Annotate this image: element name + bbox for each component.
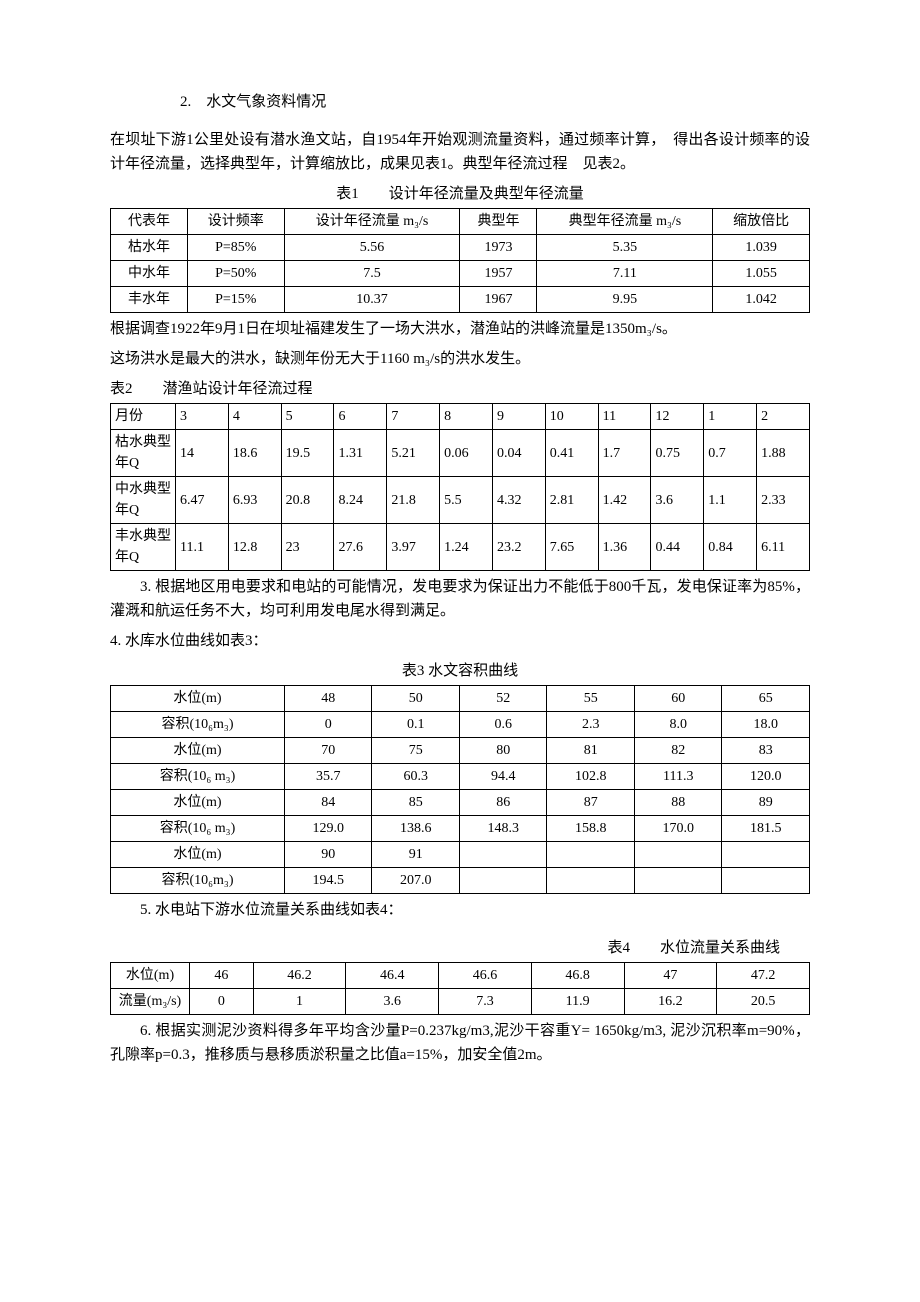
paragraph-3: 3. 根据地区用电要求和电站的可能情况，发电要求为保证出力不能低于800千瓦，发…	[110, 575, 810, 623]
t1-h3: 典型年	[460, 209, 537, 235]
table2-header-row: 月份 345678910111212	[111, 404, 810, 430]
paragraph-5: 5. 水电站下游水位流量关系曲线如表4：	[110, 898, 810, 922]
table1-caption: 表1 设计年径流量及典型年径流量	[110, 182, 810, 206]
t1-h1: 设计频率	[188, 209, 285, 235]
paragraph-2b: 这场洪水是最大的洪水，缺测年份无大于1160 m₃/s的洪水发生。	[110, 347, 810, 371]
table-1: 代表年 设计频率 设计年径流量 m₃/s 典型年 典型年径流量 m₃/s 缩放倍…	[110, 208, 810, 313]
table-2: 月份 345678910111212 枯水典型年Q1418.619.51.315…	[110, 403, 810, 571]
table-row: 容积(10₆ m₃)35.760.394.4102.8111.3120.0	[111, 764, 810, 790]
table-4: 水位(m)4646.246.446.646.84747.2 流量(m₃/s)01…	[110, 962, 810, 1015]
table-row: 容积(10₆m₃)00.10.62.38.018.0	[111, 712, 810, 738]
section-2-title: 2. 水文气象资料情况	[180, 90, 810, 114]
table-3: 水位(m)485052556065 容积(10₆m₃)00.10.62.38.0…	[110, 685, 810, 894]
table-row: 水位(m)9091	[111, 842, 810, 868]
paragraph-1: 在坝址下游1公里处设有潜水渔文站，自1954年开始观测流量资料，通过频率计算， …	[110, 128, 810, 176]
paragraph-4: 4. 水库水位曲线如表3：	[110, 629, 810, 653]
paragraph-2a: 根据调查1922年9月1日在坝址福建发生了一场大洪水，潜渔站的洪峰流量是1350…	[110, 317, 810, 341]
table-row: 水位(m)485052556065	[111, 686, 810, 712]
table4-caption: 表4 水位流量关系曲线	[110, 936, 810, 960]
table3-caption: 表3 水文容积曲线	[110, 659, 810, 683]
table-row: 中水年P=50%7.519577.111.055	[111, 261, 810, 287]
t1-h4: 典型年径流量 m₃/s	[537, 209, 713, 235]
table2-caption: 表2 潜渔站设计年径流过程	[110, 377, 810, 401]
table-row: 枯水典型年Q1418.619.51.315.210.060.040.411.70…	[111, 430, 810, 477]
table-row: 水位(m)707580818283	[111, 738, 810, 764]
t1-h2: 设计年径流量 m₃/s	[284, 209, 460, 235]
table-row: 容积(10₆m₃)194.5207.0	[111, 868, 810, 894]
table-row: 容积(10₆ m₃)129.0138.6148.3158.8170.0181.5	[111, 816, 810, 842]
table-row: 水位(m)848586878889	[111, 790, 810, 816]
table-row: 水位(m)4646.246.446.646.84747.2	[111, 963, 810, 989]
table-row: 流量(m₃/s)013.67.311.916.220.5	[111, 989, 810, 1015]
table-row: 中水典型年Q6.476.9320.88.2421.85.54.322.811.4…	[111, 477, 810, 524]
t1-h5: 缩放倍比	[713, 209, 810, 235]
paragraph-6: 6. 根据实测泥沙资料得多年平均含沙量P=0.237kg/m3,泥沙干容重Y= …	[110, 1019, 810, 1067]
table-row: 枯水年P=85%5.5619735.351.039	[111, 235, 810, 261]
table1-header-row: 代表年 设计频率 设计年径流量 m₃/s 典型年 典型年径流量 m₃/s 缩放倍…	[111, 209, 810, 235]
table-row: 丰水年P=15%10.3719679.951.042	[111, 287, 810, 313]
table-row: 丰水典型年Q11.112.82327.63.971.2423.27.651.36…	[111, 524, 810, 571]
t1-h0: 代表年	[111, 209, 188, 235]
